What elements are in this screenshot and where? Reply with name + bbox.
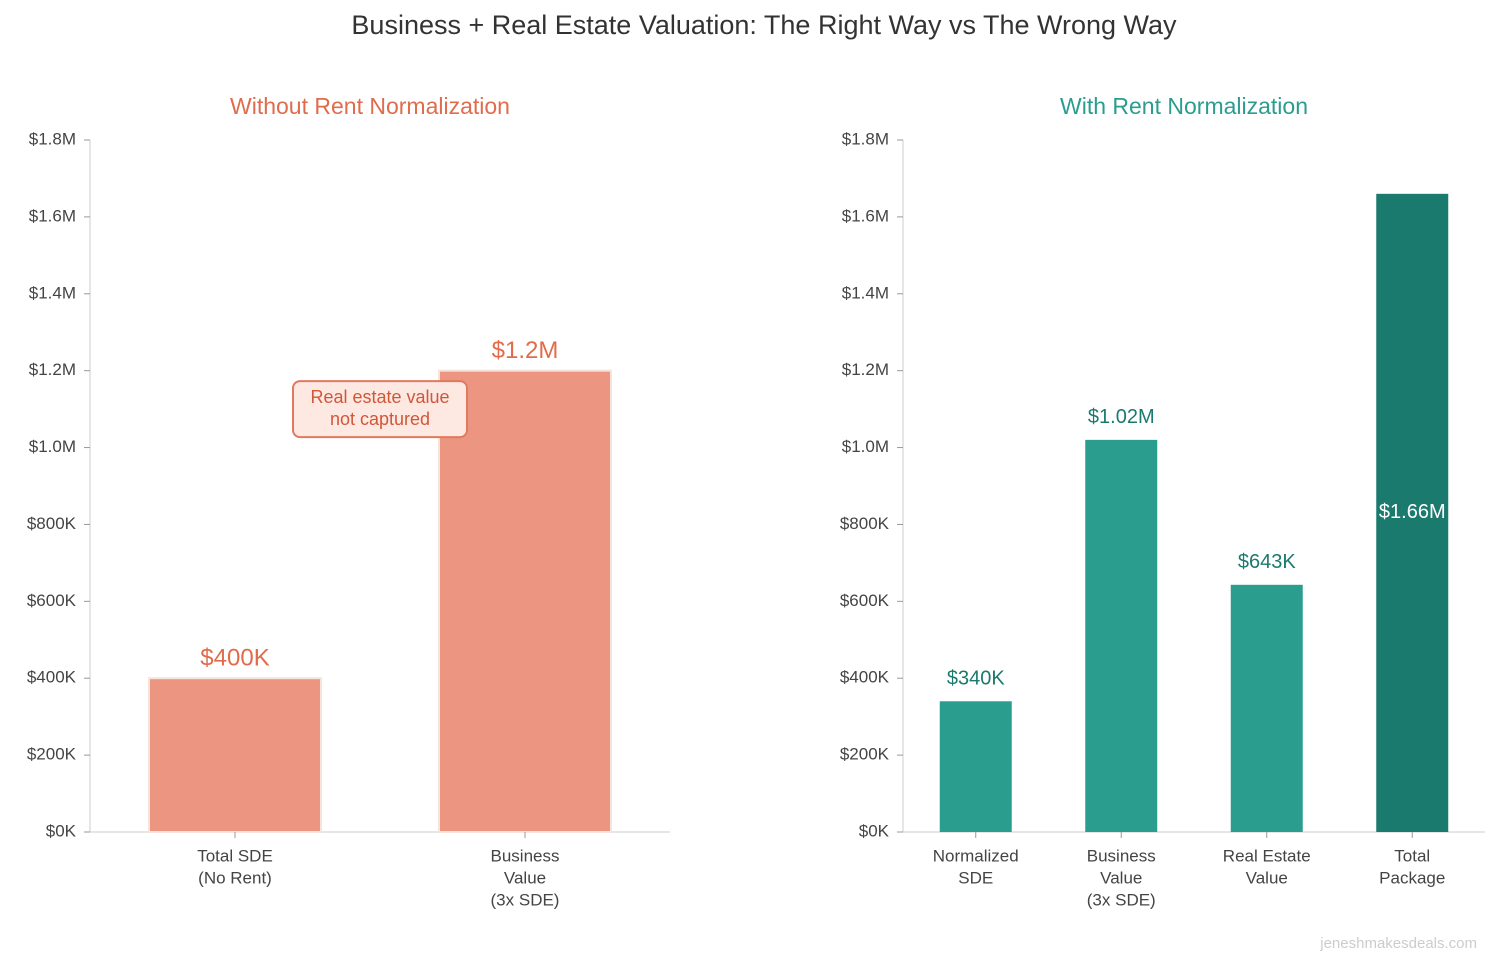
y-tick-label: $1.8M <box>29 129 76 148</box>
value-label: $400K <box>200 645 269 672</box>
y-tick-label: $1.0M <box>29 437 76 456</box>
y-tick-label: $200K <box>840 745 890 764</box>
x-tick-label: Total <box>1394 846 1430 865</box>
x-tick-label: (No Rent) <box>198 868 272 887</box>
annotation-box <box>292 380 468 439</box>
y-tick-label: $200K <box>27 745 77 764</box>
x-tick-label: Normalized <box>933 846 1019 865</box>
y-tick-label: $1.2M <box>842 360 889 379</box>
bar <box>1085 439 1158 832</box>
y-tick-label: $0K <box>859 821 890 840</box>
y-tick-label: $600K <box>840 591 890 610</box>
bar <box>438 369 612 833</box>
x-tick-label: (3x SDE) <box>1087 890 1156 909</box>
x-tick-label: Real Estate <box>1223 846 1311 865</box>
value-label: $1.66M <box>1379 501 1446 523</box>
y-tick-label: $1.4M <box>29 283 76 302</box>
bar <box>939 701 1012 832</box>
watermark: jeneshmakesdeals.com <box>1319 935 1477 952</box>
y-tick-label: $600K <box>27 591 77 610</box>
y-tick-label: $1.2M <box>29 360 76 379</box>
y-tick-label: $1.6M <box>842 206 889 225</box>
y-tick-label: $800K <box>27 514 77 533</box>
x-tick-label: SDE <box>958 868 993 887</box>
annotation-text: Real estate value <box>310 387 449 407</box>
x-tick-label: Total SDE <box>197 846 273 865</box>
value-label: $1.2M <box>492 337 559 364</box>
figure-title: Business + Real Estate Valuation: The Ri… <box>351 10 1177 40</box>
x-tick-label: Value <box>504 868 546 887</box>
x-tick-label: Business <box>491 846 560 865</box>
y-tick-label: $800K <box>840 514 890 533</box>
y-tick-label: $400K <box>27 668 77 687</box>
x-tick-label: (3x SDE) <box>491 890 560 909</box>
y-tick-label: $1.0M <box>842 437 889 456</box>
bar <box>1230 584 1303 832</box>
value-label: $340K <box>947 668 1005 690</box>
panel-title: Without Rent Normalization <box>230 93 510 119</box>
x-tick-label: Value <box>1246 868 1288 887</box>
y-tick-label: $1.8M <box>842 129 889 148</box>
y-tick-label: $400K <box>840 668 890 687</box>
value-label: $643K <box>1238 551 1296 573</box>
value-label: $1.02M <box>1088 406 1155 428</box>
x-tick-label: Business <box>1087 846 1156 865</box>
bar <box>148 677 322 833</box>
y-tick-label: $0K <box>46 821 77 840</box>
bar <box>1376 193 1449 833</box>
x-tick-label: Value <box>1100 868 1142 887</box>
y-tick-label: $1.6M <box>29 206 76 225</box>
annotation-text: not captured <box>330 409 430 429</box>
panel-title: With Rent Normalization <box>1060 93 1308 119</box>
y-tick-label: $1.4M <box>842 283 889 302</box>
x-tick-label: Package <box>1379 868 1445 887</box>
